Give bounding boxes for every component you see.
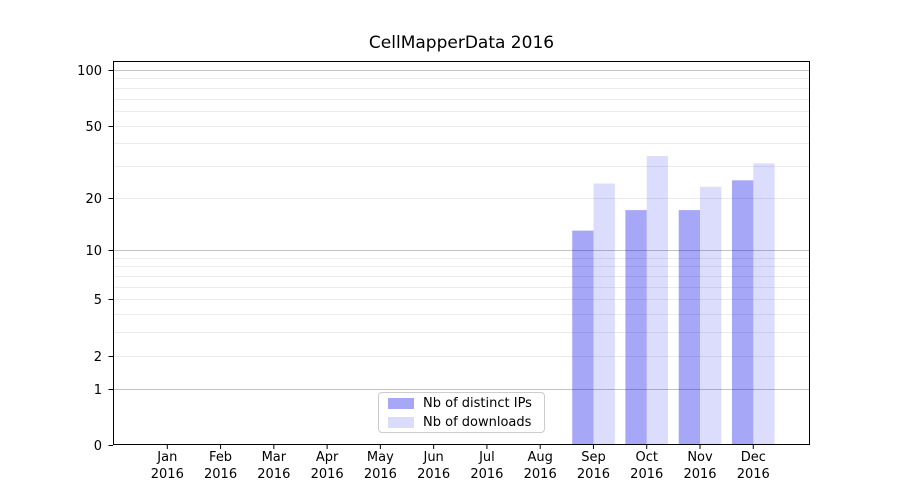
bar-distinct-ips-oct [625,210,647,445]
bar-downloads-oct [646,156,668,445]
y-tick-label: 5 [94,293,102,308]
y-tick-label: 100 [77,64,102,79]
legend-item-distinct-ips: Nb of distinct IPs [388,396,535,411]
x-tick-label-month: Jun [422,450,443,465]
x-tick-label-month: Dec [741,450,766,465]
bar-distinct-ips-dec [732,180,754,446]
legend-label-downloads: Nb of downloads [423,414,532,430]
x-tick-label-month: Mar [262,450,287,465]
x-tick-label-year: 2016 [311,467,344,482]
x-tick-label-year: 2016 [417,467,450,482]
x-tick-label-month: Nov [687,450,713,465]
bar-distinct-ips-nov [678,210,700,445]
bar-downloads-nov [700,186,722,446]
x-tick-label-month: Apr [316,450,339,465]
x-tick-label-year: 2016 [630,467,663,482]
legend-swatch-distinct-ips [388,397,414,409]
y-tick-label: 10 [85,244,102,259]
x-tick-label-month: Jul [478,450,495,465]
x-tick-label-month: Aug [527,450,552,465]
x-tick-label-year: 2016 [470,467,503,482]
y-tick-label: 50 [85,120,102,135]
bar-downloads-sep [593,183,615,445]
x-tick-label-month: May [367,450,394,465]
y-tick-label: 0 [94,439,102,454]
x-tick-label-year: 2016 [524,467,557,482]
x-tick-label-month: Sep [581,450,606,465]
x-tick-label-year: 2016 [577,467,610,482]
chart-title: CellMapperData 2016 [368,33,555,53]
legend-swatch-downloads [388,416,414,428]
bar-downloads-dec [753,163,775,445]
x-tick-label-year: 2016 [151,467,184,482]
x-tick-label-year: 2016 [683,467,716,482]
x-tick-label-month: Jan [156,450,177,465]
legend-label-distinct-ips: Nb of distinct IPs [423,395,532,411]
y-tick-label: 1 [94,383,102,398]
x-tick-label-year: 2016 [204,467,237,482]
x-tick-label-year: 2016 [364,467,397,482]
legend-item-downloads: Nb of downloads [388,415,535,430]
x-tick-label-month: Feb [209,450,232,465]
legend: Nb of distinct IPs Nb of downloads [378,392,545,433]
x-tick-label-month: Oct [635,450,657,465]
y-tick-label: 2 [94,350,102,365]
x-tick-label-year: 2016 [737,467,770,482]
x-tick-label-year: 2016 [257,467,290,482]
y-tick-label: 20 [85,192,102,207]
plot-border [113,61,810,445]
bar-distinct-ips-sep [572,230,594,445]
